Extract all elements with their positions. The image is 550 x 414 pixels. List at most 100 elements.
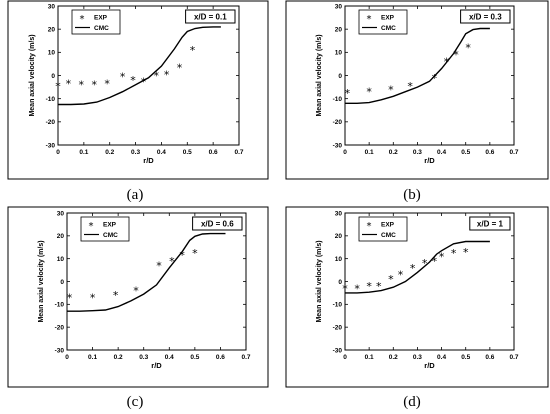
data-point-exp: * — [388, 83, 394, 96]
x-tick-label: 0.1 — [365, 354, 374, 361]
x-tick-label: 0.5 — [183, 149, 192, 156]
panel-caption: (a) — [127, 187, 144, 203]
y-tick-label: 0 — [338, 279, 342, 286]
y-tick-label: -10 — [46, 96, 56, 103]
x-tick-label: 0.4 — [165, 354, 174, 361]
panel-frame — [7, 0, 269, 180]
y-tick-label: 20 — [335, 26, 343, 33]
y-tick-label: 10 — [335, 256, 343, 263]
x-tick-label: 0.2 — [389, 354, 398, 361]
data-point-exp: * — [410, 262, 416, 275]
data-point-exp: * — [432, 72, 438, 85]
data-point-exp: * — [120, 71, 126, 84]
data-point-exp: * — [451, 247, 457, 260]
x-tick-label: 0.6 — [209, 149, 218, 156]
data-point-exp: * — [154, 70, 160, 83]
data-point-exp: * — [453, 49, 459, 62]
y-tick-label: 0 — [60, 279, 64, 286]
data-point-exp: * — [179, 249, 185, 262]
data-point-exp: * — [141, 75, 147, 88]
x-tick-label: 0.7 — [509, 354, 518, 361]
panel-frame — [285, 206, 549, 388]
legend-marker-exp: * — [89, 221, 94, 232]
y-tick-label: -10 — [333, 302, 343, 309]
y-tick-label: 10 — [48, 50, 56, 57]
y-tick-label: -30 — [333, 347, 343, 354]
x-tick-label: 0.4 — [437, 149, 446, 156]
legend-box — [358, 216, 408, 242]
x-tick-label: 0.4 — [437, 354, 446, 361]
legend-box — [80, 216, 130, 242]
x-tick-label: 0 — [343, 354, 347, 361]
data-point-exp: * — [156, 260, 162, 273]
panel-caption: (d) — [403, 394, 421, 410]
x-tick-label: 0.1 — [365, 149, 374, 156]
data-point-exp: * — [388, 273, 394, 286]
legend-label-exp: EXP — [103, 222, 117, 229]
data-point-exp: * — [463, 246, 469, 259]
y-axis-label: Mean axial velocity (m/s) — [38, 240, 45, 322]
legend-label-cmc: CMC — [381, 25, 396, 32]
data-point-exp: * — [67, 291, 73, 304]
x-tick-label: 0 — [343, 149, 347, 156]
x-tick-label: 0.2 — [105, 149, 114, 156]
series-line-cmc — [67, 232, 226, 312]
data-point-exp: * — [130, 74, 136, 87]
y-tick-label: -10 — [55, 302, 65, 309]
x-tick-label: 0.3 — [413, 149, 422, 156]
series-line-cmc — [345, 240, 490, 294]
annotation-box — [460, 9, 511, 24]
x-tick-label: 0.5 — [190, 354, 199, 361]
legend-box — [358, 9, 408, 35]
x-tick-label: 0.4 — [157, 149, 166, 156]
panel-caption: (b) — [403, 187, 421, 203]
data-point-exp: * — [398, 269, 404, 282]
x-tick-label: 0.7 — [509, 149, 518, 156]
y-tick-label: 0 — [51, 73, 55, 80]
data-point-exp: * — [345, 87, 351, 100]
x-tick-label: 0 — [65, 354, 69, 361]
y-tick-label: -30 — [55, 347, 65, 354]
panel-caption: (c) — [127, 394, 144, 410]
data-point-exp: * — [104, 78, 110, 91]
y-tick-label: -20 — [55, 324, 65, 331]
x-tick-label: 0.5 — [461, 149, 470, 156]
annotation-box — [185, 9, 236, 24]
annotation-box — [469, 216, 511, 231]
y-tick-label: 30 — [335, 210, 343, 217]
y-tick-label: 10 — [335, 50, 343, 57]
legend-label-cmc: CMC — [94, 25, 109, 32]
legend-marker-exp: * — [367, 14, 372, 25]
x-tick-label: 0.7 — [234, 149, 243, 156]
data-point-exp: * — [91, 78, 97, 91]
data-point-exp: * — [366, 86, 372, 99]
y-tick-label: 10 — [57, 256, 65, 263]
x-tick-label: 0.6 — [485, 354, 494, 361]
legend-label-cmc: CMC — [381, 232, 396, 239]
data-point-exp: * — [169, 255, 175, 268]
annotation-text: x/D = 0.3 — [469, 13, 502, 22]
legend-label-exp: EXP — [381, 222, 395, 229]
x-tick-label: 0.6 — [485, 149, 494, 156]
y-axis-label: Mean axial velocity (m/s) — [316, 240, 323, 322]
legend-label-exp: EXP — [94, 15, 108, 22]
x-tick-label: 0.5 — [461, 354, 470, 361]
legend-box — [71, 9, 121, 35]
x-tick-label: 0.2 — [389, 149, 398, 156]
y-tick-label: 30 — [48, 3, 56, 10]
y-tick-label: 20 — [48, 26, 56, 33]
data-point-exp: * — [422, 257, 428, 270]
annotation-text: x/D = 0.1 — [194, 13, 227, 22]
data-point-exp: * — [164, 68, 170, 81]
x-tick-label: 0.1 — [88, 354, 97, 361]
data-point-exp: * — [439, 250, 445, 263]
y-tick-label: 20 — [335, 233, 343, 240]
x-axis-label: r/D — [424, 361, 435, 370]
data-point-exp: * — [192, 247, 198, 260]
data-point-exp: * — [113, 289, 119, 302]
panel-frame — [285, 0, 549, 180]
x-tick-label: 0.6 — [216, 354, 225, 361]
